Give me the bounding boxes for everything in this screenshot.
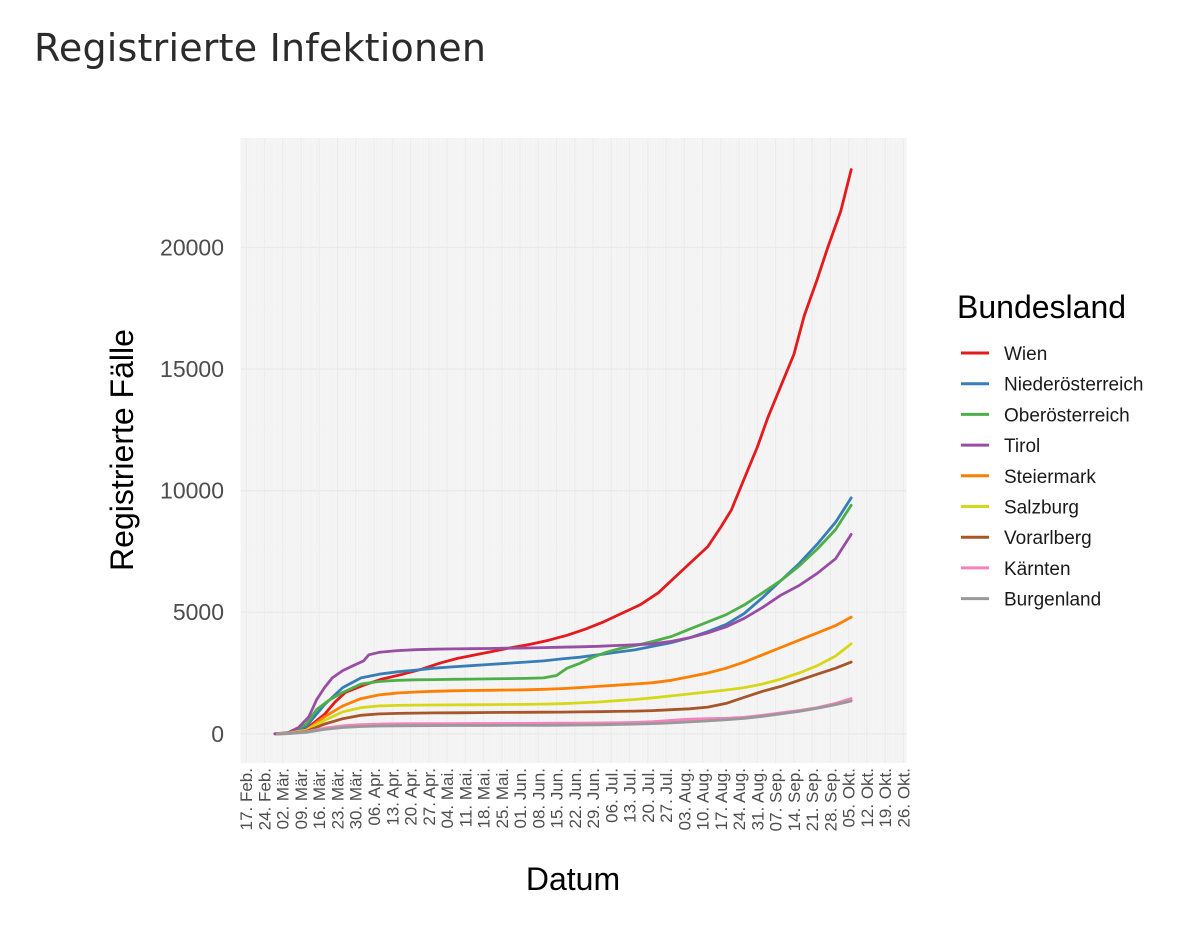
legend: Bundesland Wien Niederösterreich Oberösterr… (957, 289, 1143, 611)
x-tick-label: 31. Aug. (748, 768, 767, 830)
legend-label: Vorarlberg (1004, 528, 1092, 549)
y-tick-label: 5000 (173, 599, 224, 625)
x-tick-label: 03. Aug. (675, 768, 694, 830)
y-tick-label: 15000 (160, 356, 224, 382)
x-tick-label: 26. Okt. (894, 768, 913, 828)
x-tick-label: 02. Mär. (274, 768, 293, 829)
legend-label: Kärnten (1004, 559, 1071, 580)
x-tick-label: 13. Jul. (621, 768, 640, 823)
series-line-oberösterreich (276, 503, 853, 736)
series-line-niederösterreich (276, 496, 853, 736)
legend-label: Niederösterreich (1004, 375, 1143, 396)
x-tick-label: 22. Jun. (566, 768, 585, 829)
legend-label: Steiermark (1004, 467, 1096, 488)
series-line-tirol (273, 533, 853, 736)
x-tick-label: 10. Aug. (694, 768, 713, 830)
x-tick-label: 29. Jun. (584, 768, 603, 829)
x-tick-label: 07. Sep. (767, 768, 786, 831)
y-tick-label: 20000 (160, 234, 224, 260)
legend-label: Wien (1004, 344, 1047, 365)
grid-layer (240, 138, 907, 763)
x-tick-label: 24. Feb. (255, 768, 274, 830)
x-tick-label: 04. Mai. (438, 768, 457, 828)
x-tick-label: 14. Sep. (785, 768, 804, 831)
series-line-salzburg (276, 642, 853, 736)
series-line-steiermark (276, 615, 853, 736)
x-tick-label: 15. Jun. (548, 768, 567, 829)
x-tick-label: 18. Mai. (475, 768, 494, 828)
x-tick-label: 12. Okt. (858, 768, 877, 828)
x-tick-label: 27. Jul. (657, 768, 676, 823)
series-line-vorarlberg (276, 660, 853, 736)
y-tick-label: 10000 (160, 478, 224, 504)
x-tick-label: 30. Mär. (347, 768, 366, 829)
legend-label: Salzburg (1004, 498, 1079, 519)
legend-label: Tirol (1004, 436, 1040, 457)
x-tick-label: 27. Apr. (420, 768, 439, 826)
y-tick-label: 0 (211, 721, 224, 747)
x-tick-label: 06. Jul. (602, 768, 621, 823)
x-tick-label: 19. Okt. (876, 768, 895, 828)
axis-layer: 0 5000 10000 15000 20000 17. Feb. 24. Feb. 02. … (104, 234, 913, 897)
x-tick-label: 17. Aug. (712, 768, 731, 830)
x-tick-label: 05. Okt. (840, 768, 859, 828)
x-tick-label: 01. Jun. (511, 768, 530, 829)
x-tick-label: 13. Apr. (383, 768, 402, 826)
x-axis-title: Datum (526, 861, 620, 897)
x-tick-label: 16. Mär. (310, 768, 329, 829)
x-tick-label: 21. Sep. (803, 768, 822, 831)
legend-label: Oberösterreich (1004, 405, 1130, 426)
legend-title: Bundesland (957, 289, 1126, 325)
x-tick-label: 06. Apr. (365, 768, 384, 826)
x-tick-label: 20. Jul. (639, 768, 658, 823)
x-tick-label: 28. Sep. (821, 768, 840, 831)
x-tick-label: 20. Apr. (402, 768, 421, 826)
y-axis-title: Registrierte Fälle (104, 329, 140, 571)
x-tick-label: 08. Jun. (529, 768, 548, 829)
x-tick-label: 09. Mär. (292, 768, 311, 829)
x-tick-label: 24. Aug. (730, 768, 749, 830)
x-tick-label: 25. Mai. (493, 768, 512, 828)
series-line-burgenland (276, 699, 853, 736)
series-layer (273, 168, 853, 736)
page-title: Registrierte Infektionen (34, 26, 487, 70)
x-tick-label: 17. Feb. (237, 768, 256, 830)
legend-label: Burgenland (1004, 590, 1101, 611)
x-tick-label: 11. Mai. (456, 768, 475, 827)
x-tick-label: 23. Mär. (328, 768, 347, 829)
